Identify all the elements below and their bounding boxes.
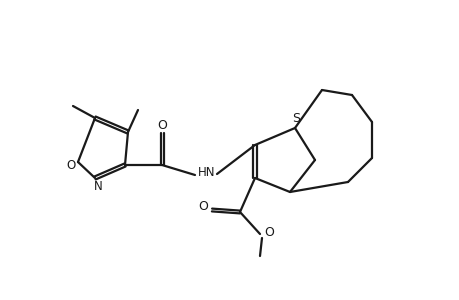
Text: HN: HN <box>198 166 215 178</box>
Text: O: O <box>198 200 207 214</box>
Text: O: O <box>66 158 75 172</box>
Text: O: O <box>157 118 167 131</box>
Text: N: N <box>94 179 102 193</box>
Text: O: O <box>263 226 274 238</box>
Text: S: S <box>291 112 299 124</box>
